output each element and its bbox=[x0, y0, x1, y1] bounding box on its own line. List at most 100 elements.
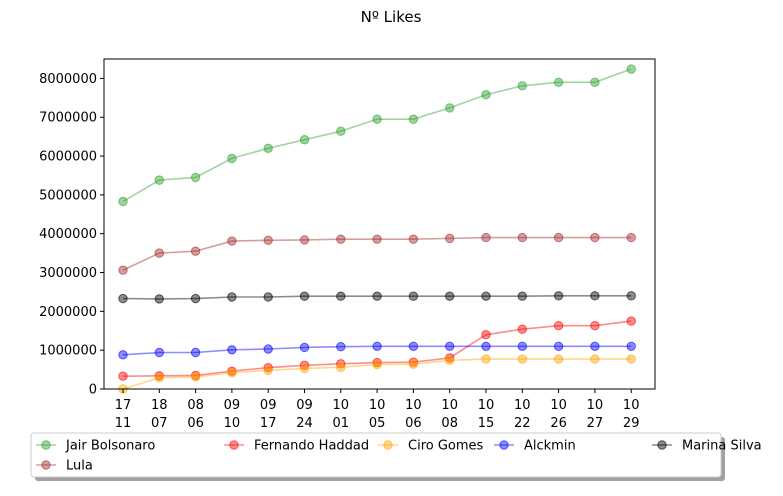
data-point bbox=[626, 354, 636, 364]
data-point bbox=[408, 359, 419, 369]
x-tick-label: 18 07 bbox=[151, 398, 168, 431]
data-point bbox=[553, 341, 564, 351]
data-point bbox=[517, 341, 527, 351]
x-tick-label-line1: 10 bbox=[405, 398, 422, 413]
x-tick-label-line2: 10 bbox=[224, 416, 241, 431]
data-point bbox=[118, 196, 128, 207]
data-point bbox=[626, 291, 636, 301]
x-tick-label-line2: 11 bbox=[115, 416, 132, 431]
x-tick-label: 10 06 bbox=[405, 398, 422, 431]
legend-marker bbox=[41, 440, 51, 450]
data-point bbox=[553, 232, 564, 243]
data-point bbox=[626, 232, 636, 243]
series-line bbox=[122, 68, 632, 203]
series-layer bbox=[118, 64, 636, 394]
data-point bbox=[154, 373, 165, 383]
data-point bbox=[118, 350, 128, 360]
data-point bbox=[190, 293, 201, 304]
x-tick-label-line1: 10 bbox=[369, 398, 386, 413]
x-tick-label-line1: 18 bbox=[151, 398, 168, 413]
data-point bbox=[154, 294, 165, 304]
data-point bbox=[190, 246, 201, 256]
y-tick-label: 0 bbox=[89, 383, 97, 398]
legend-label: Jair Bolsonaro bbox=[65, 439, 155, 454]
legend-box bbox=[30, 432, 722, 478]
data-point bbox=[299, 360, 310, 371]
y-tick-label: 2000000 bbox=[39, 305, 97, 320]
legend-marker bbox=[229, 440, 239, 450]
data-point bbox=[154, 248, 165, 258]
data-point bbox=[445, 233, 455, 244]
x-tick-label-line2: 24 bbox=[296, 416, 313, 431]
data-point bbox=[553, 354, 564, 364]
x-tick-label-line2: 01 bbox=[333, 416, 350, 431]
series-lula bbox=[118, 232, 636, 275]
data-point bbox=[517, 354, 527, 364]
series-marina-silva bbox=[118, 291, 636, 304]
y-tick-label: 8000000 bbox=[39, 72, 97, 87]
x-tick-label-line1: 10 bbox=[333, 398, 350, 413]
data-point bbox=[445, 341, 455, 351]
legend-label: Alckmin bbox=[524, 439, 576, 454]
x-tick-label-line1: 10 bbox=[550, 398, 567, 413]
data-point bbox=[118, 293, 128, 304]
data-point bbox=[481, 90, 491, 100]
data-point bbox=[299, 135, 310, 145]
data-point bbox=[481, 329, 491, 340]
plot-frame bbox=[103, 58, 656, 390]
data-point bbox=[590, 232, 600, 243]
data-point bbox=[227, 367, 237, 378]
data-point bbox=[299, 342, 310, 353]
data-point bbox=[517, 232, 527, 243]
legend-entry: Marina Silva bbox=[652, 439, 762, 454]
y-tick-label: 1000000 bbox=[39, 344, 97, 359]
data-point bbox=[336, 341, 346, 352]
data-point bbox=[481, 232, 491, 243]
series-line bbox=[122, 345, 632, 356]
data-point bbox=[372, 341, 382, 351]
legend-marker bbox=[383, 440, 393, 450]
x-tick-label: 10 27 bbox=[587, 398, 604, 431]
x-tick-label-line2: 08 bbox=[441, 416, 458, 431]
legend-entry: Jair Bolsonaro bbox=[36, 439, 155, 454]
x-tick-label: 10 26 bbox=[550, 398, 567, 431]
x-tick-label-line2: 22 bbox=[514, 416, 531, 431]
data-point bbox=[445, 353, 455, 363]
x-tick-label-line1: 10 bbox=[441, 398, 458, 413]
data-point bbox=[590, 354, 600, 364]
y-tick-label: 7000000 bbox=[39, 111, 97, 126]
data-point bbox=[626, 316, 636, 326]
x-tick-label-line1: 08 bbox=[187, 398, 204, 413]
x-tick-label-line2: 06 bbox=[187, 416, 204, 431]
x-tick-label-line2: 05 bbox=[369, 416, 386, 431]
data-point bbox=[263, 143, 273, 153]
x-tick-label-line1: 10 bbox=[587, 398, 604, 413]
data-point bbox=[263, 344, 273, 354]
x-tick-label: 09 24 bbox=[296, 398, 313, 431]
data-point bbox=[445, 291, 455, 301]
data-point bbox=[445, 355, 455, 365]
data-point bbox=[299, 235, 310, 245]
x-tick-label-line1: 10 bbox=[514, 398, 531, 413]
x-tick-label-line2: 26 bbox=[550, 416, 567, 431]
y-axis: 0 1000000 2000000 3000000 4000000 5000000 6000… bbox=[39, 72, 104, 398]
x-tick-label: 17 11 bbox=[115, 398, 132, 431]
x-tick-label-line2: 27 bbox=[587, 416, 604, 431]
data-point bbox=[408, 291, 419, 301]
y-tick-label: 5000000 bbox=[39, 188, 97, 203]
data-point bbox=[517, 324, 527, 334]
legend-marker bbox=[499, 440, 509, 450]
data-point bbox=[372, 291, 382, 301]
legend-label: Lula bbox=[66, 459, 93, 474]
data-point bbox=[299, 291, 310, 301]
data-point bbox=[517, 291, 527, 301]
x-tick-label: 08 06 bbox=[187, 398, 204, 431]
series-line bbox=[122, 358, 632, 390]
data-point bbox=[227, 153, 237, 164]
x-tick-label: 10 15 bbox=[478, 398, 495, 431]
x-tick-label-line1: 10 bbox=[623, 398, 640, 413]
data-point bbox=[372, 359, 382, 370]
legend-label: Ciro Gomes bbox=[408, 439, 484, 454]
data-point bbox=[517, 81, 527, 91]
